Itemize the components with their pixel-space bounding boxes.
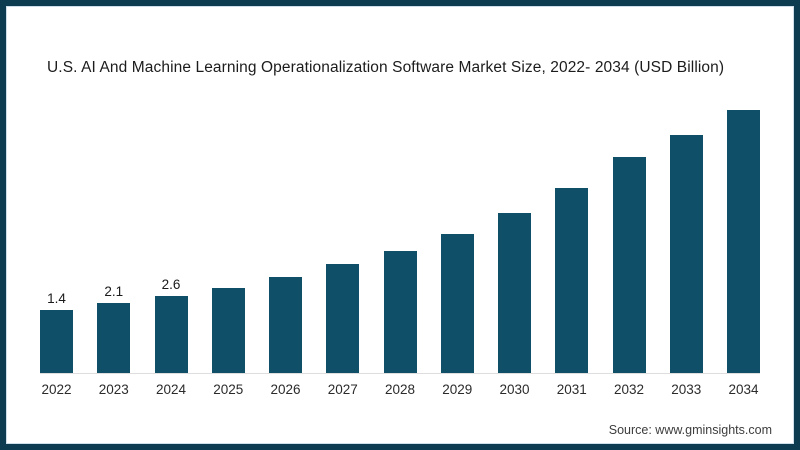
bar-2023 (97, 303, 131, 373)
bar-column-2033 (669, 135, 703, 373)
bar-value-label-2024: 2.6 (161, 277, 181, 292)
bar-column-2027 (326, 264, 360, 373)
chart-title: U.S. AI And Machine Learning Operational… (47, 59, 725, 76)
bar-2031 (555, 188, 589, 373)
bar-2022 (40, 310, 73, 373)
x-tick-label-2025: 2025 (213, 382, 244, 397)
bar-column-2025 (211, 288, 245, 373)
bar-2034 (727, 110, 760, 373)
bar-2029 (440, 234, 474, 373)
bar-value-label-2022: 1.4 (47, 291, 66, 306)
x-tick-label-2034: 2034 (728, 382, 759, 397)
bar-value-label-2023: 2.1 (104, 284, 124, 299)
bar-2027 (326, 264, 360, 373)
x-tick-label-2023: 2023 (98, 382, 129, 397)
x-tick-label-2032: 2032 (613, 382, 645, 397)
bar-column-2022: 1.4 (40, 291, 73, 373)
bar-2030 (498, 213, 531, 373)
bar-column-2024: 2.6 (154, 277, 188, 373)
bar-column-2023: 2.1 (97, 284, 131, 373)
bar-column-2030 (498, 213, 531, 373)
x-tick-label-2027: 2027 (327, 382, 358, 397)
x-tick-label-2031: 2031 (556, 382, 587, 397)
x-tick-label-2028: 2028 (384, 382, 416, 397)
bar-column-2029 (440, 234, 474, 373)
source-credit: Source: www.gminsights.com (608, 423, 772, 437)
x-tick-label-2024: 2024 (155, 382, 187, 397)
bar-2026 (269, 277, 302, 373)
x-tick-label-2029: 2029 (442, 382, 473, 397)
x-axis-labels: 2022 2023 2024 2025 2026 2027 2028 2029 2030 2031… (40, 382, 760, 397)
x-tick-label-2030: 2030 (499, 382, 530, 397)
bar-2033 (669, 135, 703, 373)
bar-column-2034 (727, 110, 760, 373)
bar-column-2031 (555, 188, 589, 373)
bar-2028 (383, 251, 417, 373)
bar-column-2032 (612, 157, 646, 373)
x-tick-label-2033: 2033 (671, 382, 702, 397)
bar-2032 (612, 157, 646, 373)
bar-2025 (211, 288, 245, 373)
x-tick-label-2026: 2026 (270, 382, 301, 397)
x-tick-label-2022: 2022 (41, 382, 72, 397)
bar-column-2028 (383, 251, 417, 373)
bar-column-2026 (269, 277, 302, 373)
plot-area: 1.4 2.1 2.6 (40, 110, 760, 374)
bar-2024 (154, 296, 188, 373)
